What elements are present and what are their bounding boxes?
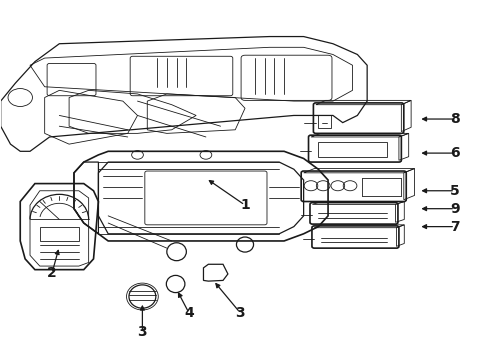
- Text: 5: 5: [450, 184, 460, 198]
- Bar: [318, 116, 331, 128]
- Text: 2: 2: [47, 266, 57, 280]
- Bar: [40, 226, 79, 241]
- Text: 3: 3: [235, 306, 245, 320]
- Text: 7: 7: [450, 220, 460, 234]
- Text: 9: 9: [450, 202, 460, 216]
- Text: 1: 1: [240, 198, 250, 212]
- Text: 3: 3: [138, 325, 147, 339]
- Text: 6: 6: [450, 146, 460, 160]
- Text: 4: 4: [184, 306, 194, 320]
- Text: 8: 8: [450, 112, 460, 126]
- Bar: [318, 142, 387, 157]
